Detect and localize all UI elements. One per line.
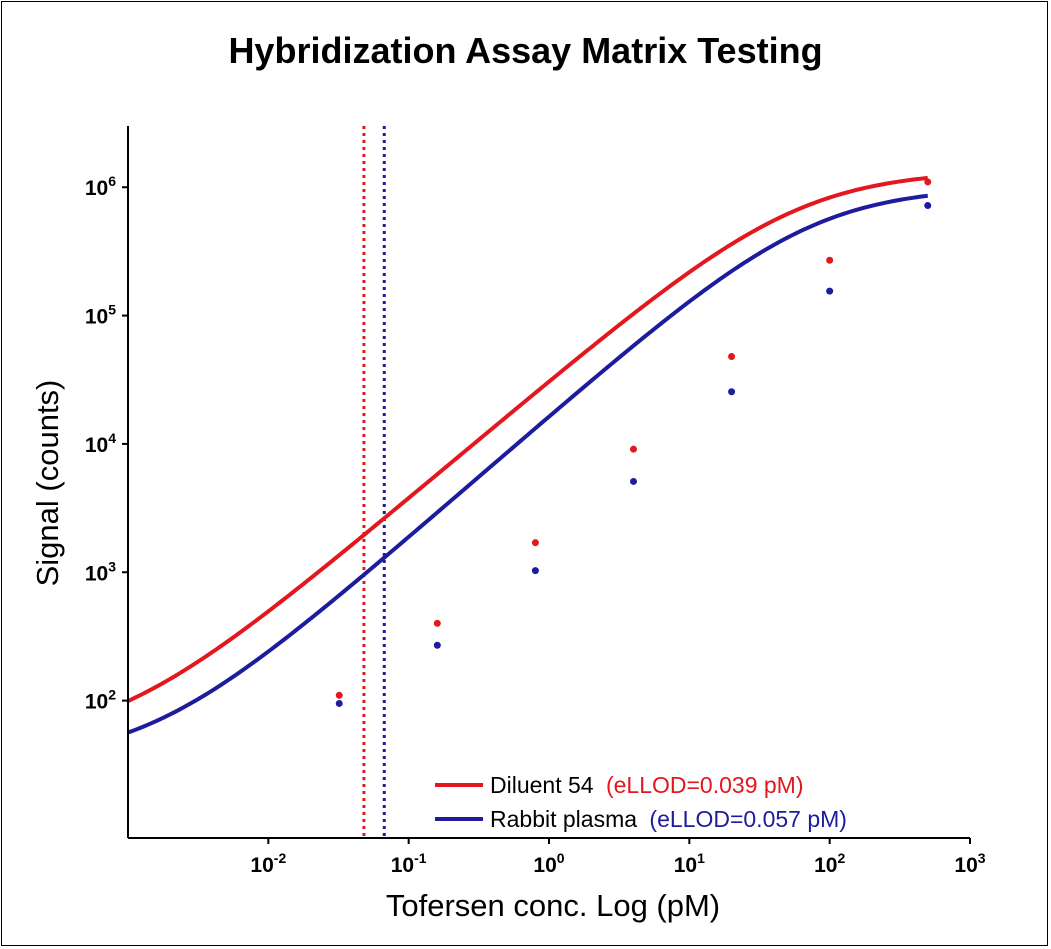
fit-curve-diluent bbox=[127, 175, 928, 703]
data-point-diluent bbox=[728, 352, 736, 360]
data-point-diluent bbox=[826, 256, 834, 264]
data-point-rabbit bbox=[924, 202, 932, 210]
y-tick-label: 104 bbox=[85, 430, 116, 457]
data-point-rabbit bbox=[433, 641, 441, 649]
legend-lod-rabbit: (eLLOD=0.057 pM) bbox=[649, 806, 847, 832]
data-point-diluent bbox=[433, 619, 441, 627]
data-points bbox=[335, 178, 932, 707]
x-tick-label: 103 bbox=[954, 850, 985, 877]
x-tick-label: 10-1 bbox=[391, 850, 427, 877]
fit-curves bbox=[127, 175, 929, 735]
x-axis-label: Tofersen conc. Log (pM) bbox=[385, 888, 721, 923]
data-point-rabbit bbox=[629, 477, 637, 485]
y-tick-label: 102 bbox=[85, 687, 116, 714]
legend-entry-rabbit: Rabbit plasma (eLLOD=0.057 pM) bbox=[490, 806, 847, 832]
y-tick-label: 105 bbox=[85, 302, 116, 329]
data-point-diluent bbox=[335, 691, 343, 699]
chart-title: Hybridization Assay Matrix Testing bbox=[228, 30, 823, 71]
axis-ticks: 10-2 10-1 100 101 102 103 102 103 104 105 106 bbox=[85, 173, 986, 877]
x-tick-label: 102 bbox=[814, 850, 845, 877]
data-point-rabbit bbox=[531, 567, 539, 575]
x-tick-label: 101 bbox=[674, 850, 705, 877]
data-point-diluent bbox=[531, 539, 539, 547]
data-point-diluent bbox=[629, 445, 637, 453]
legend-entry-diluent: Diluent 54 (eLLOD=0.039 pM) bbox=[490, 772, 804, 798]
data-point-rabbit bbox=[826, 287, 834, 295]
legend-name-diluent: Diluent 54 bbox=[490, 772, 594, 798]
data-point-rabbit bbox=[335, 699, 343, 707]
legend-name-rabbit: Rabbit plasma bbox=[490, 806, 637, 832]
x-tick-label: 100 bbox=[533, 850, 564, 877]
legend-lod-diluent: (eLLOD=0.039 pM) bbox=[606, 772, 804, 798]
y-tick-label: 103 bbox=[85, 558, 116, 585]
data-point-diluent bbox=[924, 178, 932, 186]
y-tick-label: 106 bbox=[85, 173, 116, 200]
lod-lines bbox=[362, 126, 386, 838]
legend: Diluent 54 (eLLOD=0.039 pM) Rabbit plasm… bbox=[435, 772, 847, 832]
fit-curve-rabbit bbox=[127, 193, 929, 735]
x-tick-label: 10-2 bbox=[250, 850, 286, 877]
data-point-rabbit bbox=[728, 388, 736, 396]
